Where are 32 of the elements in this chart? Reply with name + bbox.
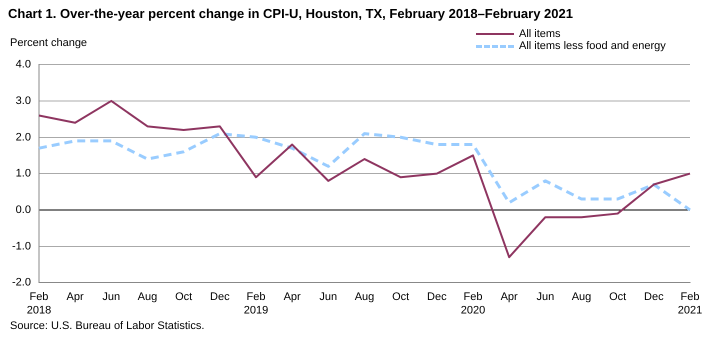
x-tick-label: Apr [66,291,84,304]
x-tick-label: Feb 2020 [460,291,486,316]
x-tick-label: Aug [138,291,158,304]
line-series [37,132,692,212]
x-tick-label: Apr [500,291,518,304]
x-tick-label: Jun [536,291,554,304]
y-tick-label: 2.0 [16,131,31,144]
x-tick-label: Feb 2021 [678,291,702,316]
x-tick-label: Dec [210,291,230,304]
y-tick-label: 4.0 [16,58,31,71]
legend-label: All items less food and energy [519,40,666,52]
x-tick-label: Dec [644,291,664,304]
y-tick-label: 0.0 [16,204,31,216]
x-tick-label: Oct [609,291,626,304]
x-tick-label: Feb 2018 [26,291,52,316]
x-tick-label: Dec [427,291,448,304]
x-tick-label: Jun [319,291,338,304]
x-tick-label: Oct [392,291,410,304]
y-tick-label: 1.0 [16,168,31,180]
x-tick-label: Oct [175,291,192,304]
source-note: Source: U.S. Bureau of Labor Statistics. [10,320,204,332]
x-tick-label: Apr [284,291,302,304]
chart-title: Chart 1. Over-the-year percent change in CPI-U, Houston, TX, February 2018–February 2021 [8,6,573,21]
legend-label: All items [519,28,561,40]
y-tick-label: -2.0 [12,276,31,289]
x-tick-label: Aug [354,291,374,304]
y-tick-label: 3.0 [16,94,31,107]
y-tick-label: -1.0 [12,240,31,252]
y-axis-title: Percent change [10,37,88,49]
x-tick-label: Jun [102,291,120,304]
x-tick-label: Feb 2019 [244,291,268,316]
x-tick-label: Aug [572,291,592,304]
